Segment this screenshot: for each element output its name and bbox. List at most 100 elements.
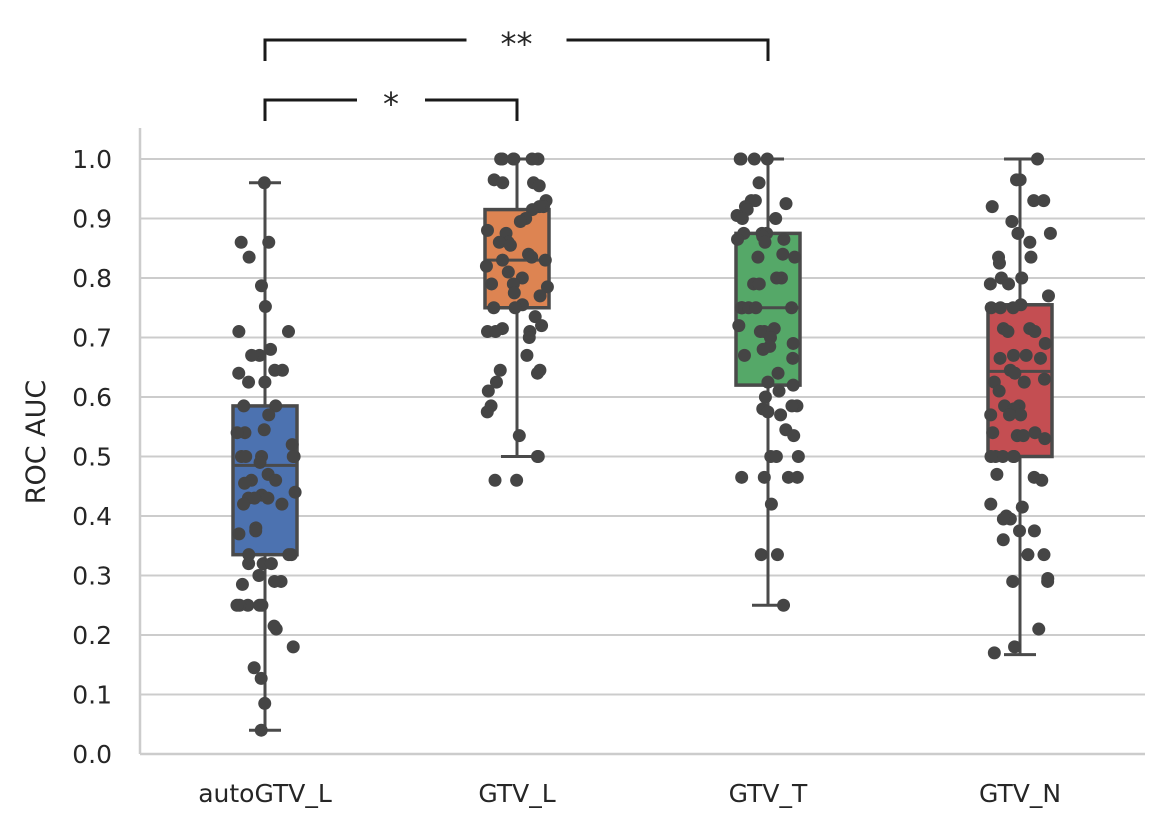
data-point bbox=[790, 470, 804, 484]
data-point bbox=[986, 426, 1000, 440]
data-point bbox=[267, 574, 281, 588]
y-tick-label: 0.4 bbox=[72, 502, 112, 531]
data-point bbox=[757, 470, 771, 484]
data-point bbox=[992, 384, 1006, 398]
data-point bbox=[753, 325, 767, 339]
y-tick-label: 0.3 bbox=[72, 562, 112, 591]
data-point bbox=[1016, 429, 1030, 443]
data-point bbox=[489, 325, 503, 339]
data-point bbox=[993, 301, 1007, 315]
data-point bbox=[996, 512, 1010, 526]
y-tick-label: 0.8 bbox=[72, 264, 112, 293]
data-point bbox=[1032, 622, 1046, 636]
data-point bbox=[485, 277, 499, 291]
data-point bbox=[1006, 450, 1020, 463]
data-point bbox=[983, 277, 997, 291]
data-point bbox=[735, 212, 749, 225]
data-point bbox=[1027, 524, 1041, 538]
data-point bbox=[1023, 235, 1037, 249]
data-point bbox=[262, 235, 276, 249]
data-point bbox=[752, 176, 766, 190]
grid-lines bbox=[140, 158, 1145, 696]
significance-bracket-0: ** bbox=[263, 25, 770, 63]
data-point bbox=[786, 378, 800, 392]
data-point bbox=[1010, 173, 1024, 187]
y-tick-labels: 0.0 0.1 0.2 0.3 0.4 0.5 0.6 0.7 0.8 0.9 1.0 bbox=[72, 145, 112, 769]
data-point bbox=[771, 366, 785, 380]
data-point bbox=[756, 342, 770, 356]
data-point bbox=[496, 253, 510, 267]
axes bbox=[138, 128, 1145, 756]
data-point bbox=[761, 405, 775, 419]
data-point bbox=[264, 342, 278, 356]
data-point bbox=[254, 279, 268, 293]
significance-bracket-1: * bbox=[263, 85, 519, 123]
data-point bbox=[281, 325, 295, 339]
x-tick-label-GTV_L: GTV_L bbox=[478, 779, 555, 808]
data-point bbox=[996, 533, 1010, 547]
data-point bbox=[1015, 500, 1029, 514]
data-point bbox=[786, 351, 800, 365]
data-point bbox=[506, 152, 520, 166]
data-point bbox=[758, 235, 772, 249]
data-point bbox=[242, 250, 256, 264]
data-point bbox=[732, 319, 746, 333]
data-point bbox=[242, 375, 256, 389]
y-tick-label: 0.2 bbox=[72, 621, 112, 650]
data-point bbox=[1021, 548, 1035, 562]
data-point bbox=[1005, 214, 1019, 228]
data-point bbox=[508, 301, 522, 315]
data-point bbox=[1007, 348, 1021, 362]
boxes bbox=[231, 157, 1054, 732]
data-point bbox=[774, 408, 788, 422]
data-point bbox=[1031, 152, 1045, 166]
data-point bbox=[747, 152, 761, 166]
data-point bbox=[993, 351, 1007, 365]
data-point bbox=[535, 319, 549, 333]
data-point bbox=[1002, 408, 1016, 422]
data-point bbox=[253, 598, 267, 612]
data-point bbox=[507, 286, 521, 300]
data-point bbox=[1041, 574, 1055, 588]
data-point bbox=[777, 232, 791, 246]
data-point bbox=[267, 619, 281, 633]
data-point bbox=[269, 473, 283, 487]
y-tick-label: 0.0 bbox=[72, 740, 112, 769]
data-point bbox=[1041, 289, 1055, 303]
data-point bbox=[1006, 301, 1020, 315]
data-point bbox=[1013, 524, 1027, 538]
data-point bbox=[984, 408, 998, 422]
y-tick-label: 0.6 bbox=[72, 383, 112, 412]
data-point bbox=[1027, 194, 1041, 208]
data-point bbox=[492, 235, 506, 249]
data-point bbox=[777, 598, 791, 612]
data-point bbox=[530, 366, 544, 380]
x-tick-label-GTV_N: GTV_N bbox=[979, 779, 1061, 808]
data-point bbox=[258, 375, 272, 389]
data-point bbox=[269, 399, 283, 413]
data-point bbox=[232, 366, 246, 380]
data-point bbox=[258, 300, 272, 314]
data-point bbox=[1017, 375, 1031, 389]
data-point bbox=[735, 470, 749, 484]
data-point bbox=[754, 548, 768, 562]
data-point bbox=[984, 301, 998, 315]
points-GTV_N bbox=[983, 152, 1057, 660]
data-point bbox=[230, 598, 244, 612]
data-point bbox=[264, 557, 278, 571]
data-point bbox=[1028, 325, 1042, 339]
data-point bbox=[737, 348, 751, 362]
data-point bbox=[749, 301, 763, 315]
data-point bbox=[752, 277, 766, 291]
data-point bbox=[232, 527, 246, 541]
data-point bbox=[760, 152, 774, 166]
data-point bbox=[487, 301, 501, 315]
data-point bbox=[540, 280, 554, 294]
data-point bbox=[285, 438, 299, 452]
data-point bbox=[481, 384, 495, 398]
data-point bbox=[985, 200, 999, 214]
data-point bbox=[282, 548, 296, 562]
significance-brackets: *** bbox=[263, 25, 770, 123]
data-point bbox=[503, 238, 517, 252]
y-axis-label: ROC AUC bbox=[21, 380, 52, 505]
